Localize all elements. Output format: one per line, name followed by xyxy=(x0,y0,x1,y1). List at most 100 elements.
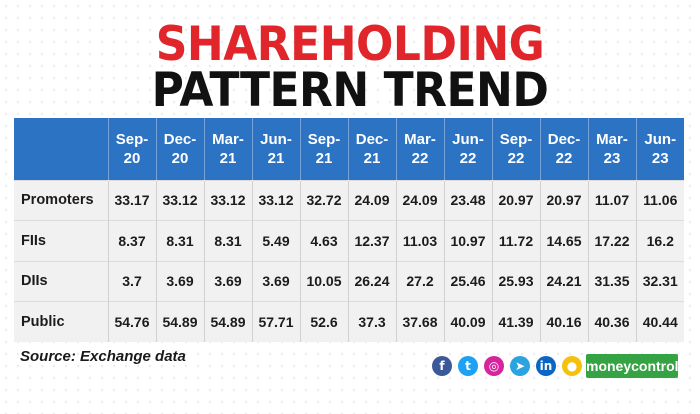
column-header-year: 21 xyxy=(315,149,333,167)
table-cell: 3.69 xyxy=(252,260,301,302)
table-cell: 8.31 xyxy=(204,220,253,261)
column-header: Mar- 22 xyxy=(396,118,445,180)
column-header-month: Sep- xyxy=(115,130,149,148)
brand-logo: moneycontrol xyxy=(586,354,679,378)
column-header-year: 21 xyxy=(219,149,237,167)
table-cell: 8.37 xyxy=(108,220,157,261)
column-header: Jun- 23 xyxy=(636,118,684,180)
column-header-year: 23 xyxy=(651,149,669,167)
table-cell: 4.63 xyxy=(300,220,349,261)
table-cell: 10.97 xyxy=(444,220,493,261)
table-cell: 37.68 xyxy=(396,301,445,342)
table-cell: 11.72 xyxy=(492,220,541,261)
column-header: Mar- 21 xyxy=(204,118,253,180)
instagram-icon[interactable]: ◎ xyxy=(484,356,504,376)
table-cell: 24.21 xyxy=(540,260,589,302)
column-header: Mar- 23 xyxy=(588,118,637,180)
table-cell: 11.06 xyxy=(636,179,684,221)
column-header-month: Jun- xyxy=(452,130,484,148)
column-header: Jun- 21 xyxy=(252,118,301,180)
column-header: Dec- 22 xyxy=(540,118,589,180)
table-cell: 3.69 xyxy=(204,260,253,302)
column-header-year: 22 xyxy=(555,149,573,167)
column-header-month: Sep- xyxy=(499,130,533,148)
table-cell: 3.69 xyxy=(156,260,205,302)
table-cell: 25.93 xyxy=(492,260,541,302)
column-header-year: 22 xyxy=(459,149,477,167)
table-cell: 17.22 xyxy=(588,220,637,261)
table-cell: 41.39 xyxy=(492,301,541,342)
column-header-month: Mar- xyxy=(212,130,244,148)
column-header-month: Dec- xyxy=(355,130,389,148)
table-row: FIIs 8.37 8.31 8.31 5.49 4.63 12.37 11.03 10.97 1… xyxy=(14,220,684,261)
shareholding-table-panel: Sep- 20 Dec- 20 Mar- 21 Jun- 21 Sep- 21 Dec- 21 Mar-… xyxy=(14,118,684,342)
table-row: Public 54.76 54.89 54.89 57.71 52.6 37.3 37.68 4… xyxy=(14,301,684,342)
table-cell: 27.2 xyxy=(396,260,445,302)
table-cell: 33.12 xyxy=(156,179,205,221)
table-cell: 32.31 xyxy=(636,260,684,302)
table-cell: 54.89 xyxy=(156,301,205,342)
column-header-month: Sep- xyxy=(307,130,341,148)
row-label: FIIs xyxy=(14,220,109,261)
table-cell: 40.16 xyxy=(540,301,589,342)
shareholding-table: Sep- 20 Dec- 20 Mar- 21 Jun- 21 Sep- 21 Dec- 21 Mar-… xyxy=(14,118,684,342)
table-cell: 25.46 xyxy=(444,260,493,302)
column-header-month: Jun- xyxy=(260,130,292,148)
column-header: Jun- 22 xyxy=(444,118,493,180)
table-cell: 10.05 xyxy=(300,260,349,302)
table-cell: 11.07 xyxy=(588,179,637,221)
table-cell: 14.65 xyxy=(540,220,589,261)
table-cell: 20.97 xyxy=(492,179,541,221)
table-cell: 26.24 xyxy=(348,260,397,302)
table-cell: 57.71 xyxy=(252,301,301,342)
table-cell: 37.3 xyxy=(348,301,397,342)
column-header-month: Dec- xyxy=(547,130,581,148)
table-row: DIIs 3.7 3.69 3.69 3.69 10.05 26.24 27.2 25.46 25… xyxy=(14,260,684,302)
source-note: Source: Exchange data xyxy=(20,348,186,365)
facebook-icon[interactable]: f xyxy=(432,356,452,376)
column-header-month: Dec- xyxy=(163,130,197,148)
column-header-year: 21 xyxy=(363,149,381,167)
table-cell: 40.09 xyxy=(444,301,493,342)
column-header-year: 22 xyxy=(411,149,429,167)
table-cell: 5.49 xyxy=(252,220,301,261)
table-cell: 32.72 xyxy=(300,179,349,221)
twitter-icon[interactable]: t xyxy=(458,356,478,376)
table-header-row: Sep- 20 Dec- 20 Mar- 21 Jun- 21 Sep- 21 Dec- 21 Mar-… xyxy=(14,118,684,180)
table-cell: 52.6 xyxy=(300,301,349,342)
table-cell: 20.97 xyxy=(540,179,589,221)
column-header: Sep- 21 xyxy=(300,118,349,180)
column-header: Dec- 20 xyxy=(156,118,205,180)
table-row: Promoters 33.17 33.12 33.12 33.12 32.72 24.09 2… xyxy=(14,179,684,221)
column-header-year: 23 xyxy=(603,149,621,167)
column-header: Dec- 21 xyxy=(348,118,397,180)
table-cell: 54.89 xyxy=(204,301,253,342)
row-label: DIIs xyxy=(14,260,109,302)
table-cell: 11.03 xyxy=(396,220,445,261)
koo-icon[interactable]: ● xyxy=(562,356,582,376)
title-line-1: SHAREHOLDING xyxy=(155,16,545,73)
row-label: Promoters xyxy=(14,179,109,221)
table-cell: 3.7 xyxy=(108,260,157,302)
column-header-year: 20 xyxy=(171,149,189,167)
column-header-month: Mar- xyxy=(404,130,436,148)
linkedin-icon[interactable]: in xyxy=(536,356,556,376)
table-cell: 24.09 xyxy=(348,179,397,221)
table-cell: 33.12 xyxy=(252,179,301,221)
table-cell: 24.09 xyxy=(396,179,445,221)
column-header-year: 21 xyxy=(267,149,285,167)
column-header-month: Jun- xyxy=(644,130,677,148)
title-line-2: PATTERN TREND xyxy=(151,62,549,119)
telegram-icon[interactable]: ➤ xyxy=(510,356,530,376)
table-cell: 40.36 xyxy=(588,301,637,342)
table-cell: 33.12 xyxy=(204,179,253,221)
table-cell: 31.35 xyxy=(588,260,637,302)
table-cell: 8.31 xyxy=(156,220,205,261)
column-header: Sep- 20 xyxy=(108,118,157,180)
column-header-month: Mar- xyxy=(596,130,628,148)
column-header-year: 20 xyxy=(123,149,141,167)
table-cell: 16.2 xyxy=(636,220,684,261)
header-corner-cell xyxy=(14,118,109,180)
table-cell: 40.44 xyxy=(636,301,684,342)
table-cell: 54.76 xyxy=(108,301,157,342)
